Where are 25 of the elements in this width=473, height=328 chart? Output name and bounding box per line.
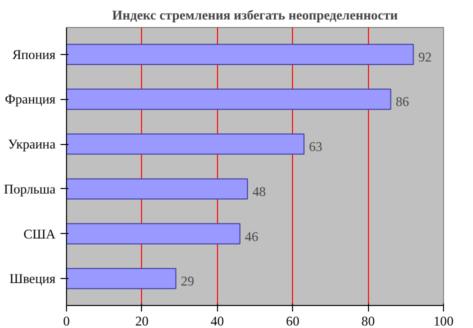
y-tick-label: Франция: [4, 92, 56, 107]
chart-title: Индекс стремления избегать неопределенности: [112, 8, 398, 22]
data-label: 92: [418, 49, 432, 64]
bar: [66, 133, 305, 155]
x-tick-label: 20: [135, 314, 149, 328]
data-label: 46: [244, 228, 259, 244]
y-tick-label: Швеция: [10, 271, 56, 286]
bar: [66, 178, 248, 200]
y-tick-label: Порльша: [4, 181, 56, 196]
x-tick-label: 0: [63, 314, 70, 328]
bar: [66, 268, 176, 290]
x-tick-label: 40: [210, 314, 224, 328]
bar: [66, 223, 240, 244]
data-label: 86: [396, 94, 410, 110]
data-label: 48: [252, 184, 266, 199]
bar: [66, 44, 414, 65]
data-label: 29: [180, 274, 194, 289]
data-label: 63: [309, 139, 323, 154]
x-tick-label: 60: [286, 314, 300, 328]
y-tick-label: Япония: [12, 46, 56, 62]
y-tick-label: Украина: [8, 136, 56, 152]
x-tick-label: 100: [434, 314, 454, 328]
bar: [66, 88, 392, 110]
x-tick-label: 80: [361, 314, 376, 328]
y-tick-label: США: [24, 226, 56, 242]
